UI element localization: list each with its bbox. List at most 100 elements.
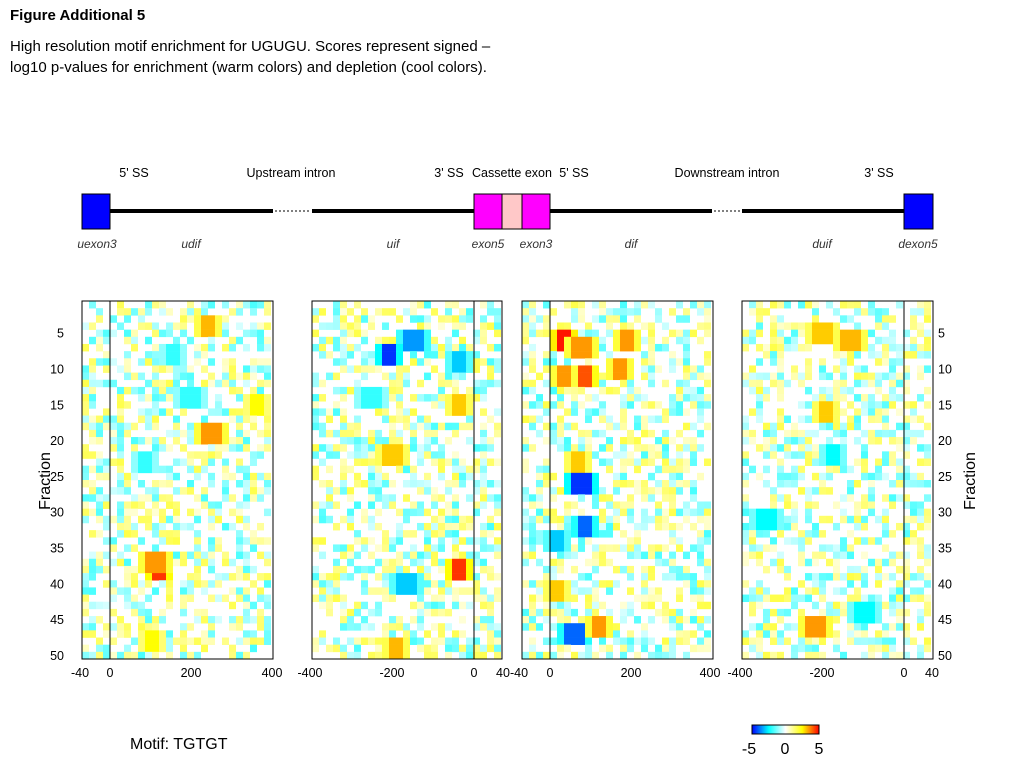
heatmap-cell: [382, 336, 389, 345]
heatmap-cell: [847, 623, 854, 631]
heatmap-cell: [96, 601, 103, 610]
heatmap-cell: [201, 343, 208, 352]
heatmap-cell: [564, 501, 571, 509]
heatmap-cell: [655, 444, 662, 452]
heatmap-cell: [592, 608, 599, 617]
heatmap-cell: [103, 651, 110, 660]
heatmap-cell: [424, 580, 431, 588]
heatmap-cell: [585, 351, 592, 359]
heatmap-cell: [903, 365, 910, 373]
heatmap-cell: [403, 480, 410, 488]
heatmap-cell: [833, 401, 840, 409]
heatmap-cell: [564, 616, 571, 624]
heatmap-cell: [564, 537, 571, 545]
heatmap-cell: [791, 429, 798, 438]
heatmap-cell: [784, 472, 791, 481]
heatmap-cell: [784, 522, 791, 531]
heatmap-cell: [613, 487, 620, 495]
heatmap-cell: [180, 394, 187, 402]
heatmap-cell: [641, 637, 648, 645]
heatmap-cell: [445, 365, 452, 373]
heatmap-cell: [368, 487, 375, 495]
heatmap-cell: [452, 322, 459, 330]
heatmap-cell: [763, 480, 770, 488]
heatmap-cell: [550, 379, 557, 388]
heatmap-cell: [103, 422, 110, 431]
heatmap-cell: [571, 365, 578, 373]
heatmap-cell: [340, 472, 347, 481]
heatmap-cell: [599, 444, 606, 452]
heatmap-cell: [340, 394, 347, 402]
heatmap-cell: [459, 551, 466, 560]
heatmap-cell: [854, 365, 861, 373]
heatmap-cell: [924, 608, 931, 617]
heatmap-cell: [424, 429, 431, 438]
heatmap-cell: [529, 522, 536, 531]
heatmap-cell: [697, 558, 704, 567]
heatmap-cell: [763, 429, 770, 438]
heatmap-cell: [585, 587, 592, 595]
heatmap-cell: [89, 336, 96, 345]
heatmap-cell: [117, 408, 124, 416]
heatmap-cell: [494, 315, 501, 323]
heatmap-cell: [96, 336, 103, 345]
heatmap-cell: [208, 558, 215, 567]
heatmap-cell: [868, 401, 875, 409]
heatmap-cell: [620, 394, 627, 402]
heatmap-cell: [592, 501, 599, 509]
segment-label-udif: udif: [181, 237, 202, 251]
heatmap-cell: [396, 444, 403, 452]
heatmap-cell: [431, 437, 438, 445]
heatmap-cell: [634, 329, 641, 338]
heatmap-cell: [840, 336, 847, 345]
heatmap-cell: [396, 315, 403, 323]
heatmap-cell: [82, 415, 89, 424]
heatmap-cell: [166, 365, 173, 373]
heatmap-cell: [389, 343, 396, 352]
heatmap-cell: [896, 394, 903, 402]
heatmap-cell: [826, 623, 833, 631]
heatmap-cell: [361, 580, 368, 588]
heatmap-cell: [250, 544, 257, 552]
heatmap-cell: [333, 301, 340, 309]
heatmap-cell: [543, 329, 550, 338]
heatmap-cell: [606, 623, 613, 631]
heatmap-cell: [742, 372, 749, 381]
heatmap-cell: [368, 551, 375, 560]
heatmap-cell: [669, 558, 676, 567]
heatmap-cell: [861, 601, 868, 610]
heatmap-cell: [819, 487, 826, 495]
heatmap-cell: [606, 358, 613, 366]
x-tick-label: -40: [71, 666, 89, 680]
heatmap-cell: [742, 379, 749, 388]
heatmap-cell: [438, 594, 445, 603]
y-tick-label: 15: [938, 398, 952, 412]
heatmap-cell: [683, 408, 690, 416]
heatmap-cell: [875, 558, 882, 567]
heatmap-cell: [180, 623, 187, 631]
heatmap-cell: [676, 487, 683, 495]
heatmap-cell: [215, 544, 222, 552]
heatmap-cell: [669, 308, 676, 316]
heatmap-cell: [82, 651, 89, 660]
heatmap-cell: [389, 623, 396, 631]
heatmap-cell: [82, 372, 89, 381]
heatmap-cell: [798, 429, 805, 438]
heatmap-cell: [382, 530, 389, 538]
heatmap-cell: [89, 530, 96, 538]
heatmap-cell: [763, 587, 770, 595]
heatmap-cell: [354, 651, 361, 660]
heatmap-cell: [805, 343, 812, 352]
heatmap-cell: [777, 465, 784, 474]
heatmap-cell: [627, 587, 634, 595]
heatmap-cell: [257, 429, 264, 438]
heatmap-cell: [763, 651, 770, 660]
heatmap-cell: [676, 544, 683, 552]
heatmap-cell: [208, 408, 215, 416]
heatmap-cell: [138, 565, 145, 574]
heatmap-cell: [215, 379, 222, 388]
heatmap-cell: [763, 394, 770, 402]
heatmap-cell: [819, 580, 826, 588]
heatmap-cell: [131, 580, 138, 588]
heatmap-cell: [403, 465, 410, 474]
